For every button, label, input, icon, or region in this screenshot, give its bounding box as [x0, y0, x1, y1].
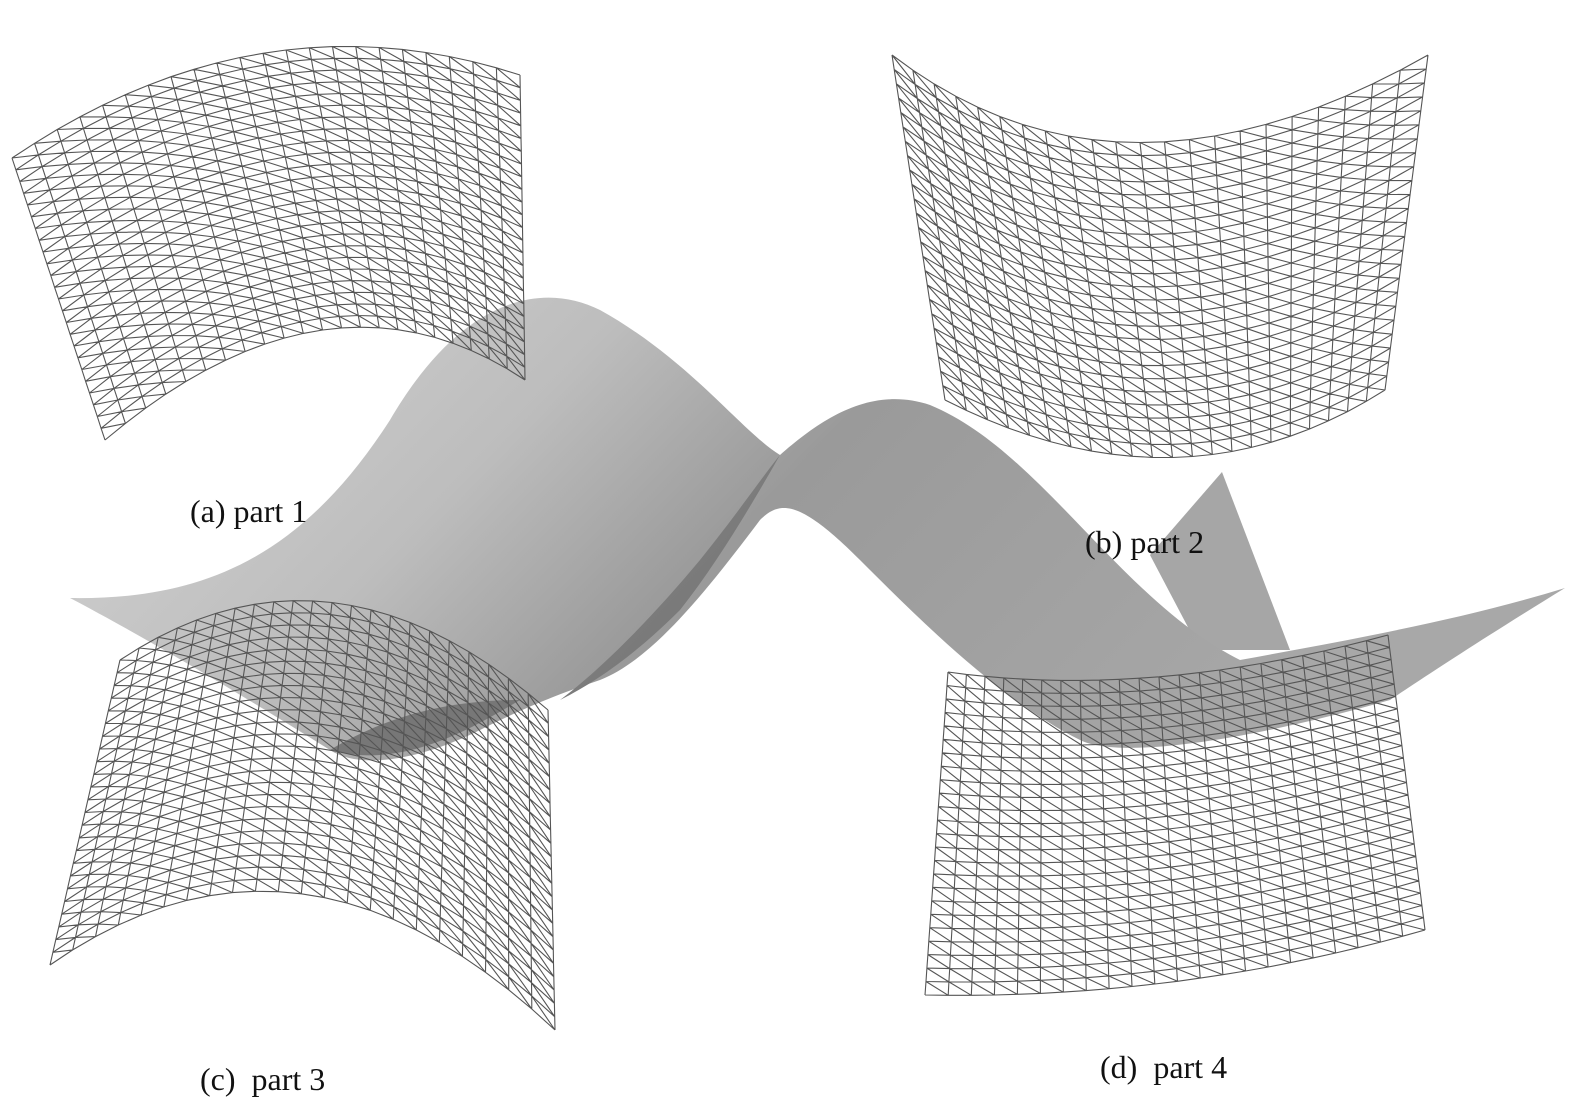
label: (d) part 4 — [1100, 1049, 1227, 1085]
surface — [70, 298, 1565, 761]
label: (b) part 2 — [1085, 524, 1204, 560]
mesh — [892, 55, 1428, 458]
label: (a) part 1 — [190, 493, 307, 529]
label: (c) part 3 — [200, 1061, 325, 1097]
figure: (a) part 1 (b) part 2 (c) part 3 (d) par… — [0, 0, 1575, 1108]
